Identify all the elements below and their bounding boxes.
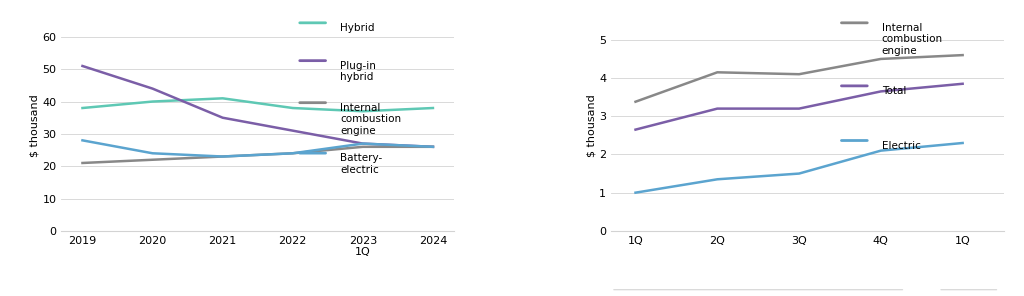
Y-axis label: $ thousand: $ thousand [30, 94, 40, 157]
Text: Plug-in
hybrid: Plug-in hybrid [340, 61, 376, 82]
Text: Internal
combustion
engine: Internal combustion engine [882, 23, 943, 56]
Text: Hybrid: Hybrid [340, 23, 375, 33]
Y-axis label: $ thousand: $ thousand [586, 94, 596, 157]
Text: Internal
combustion
engine: Internal combustion engine [340, 103, 401, 136]
Text: Battery-
electric: Battery- electric [340, 153, 382, 175]
Text: Electric: Electric [882, 141, 921, 150]
Text: Total: Total [882, 86, 906, 96]
